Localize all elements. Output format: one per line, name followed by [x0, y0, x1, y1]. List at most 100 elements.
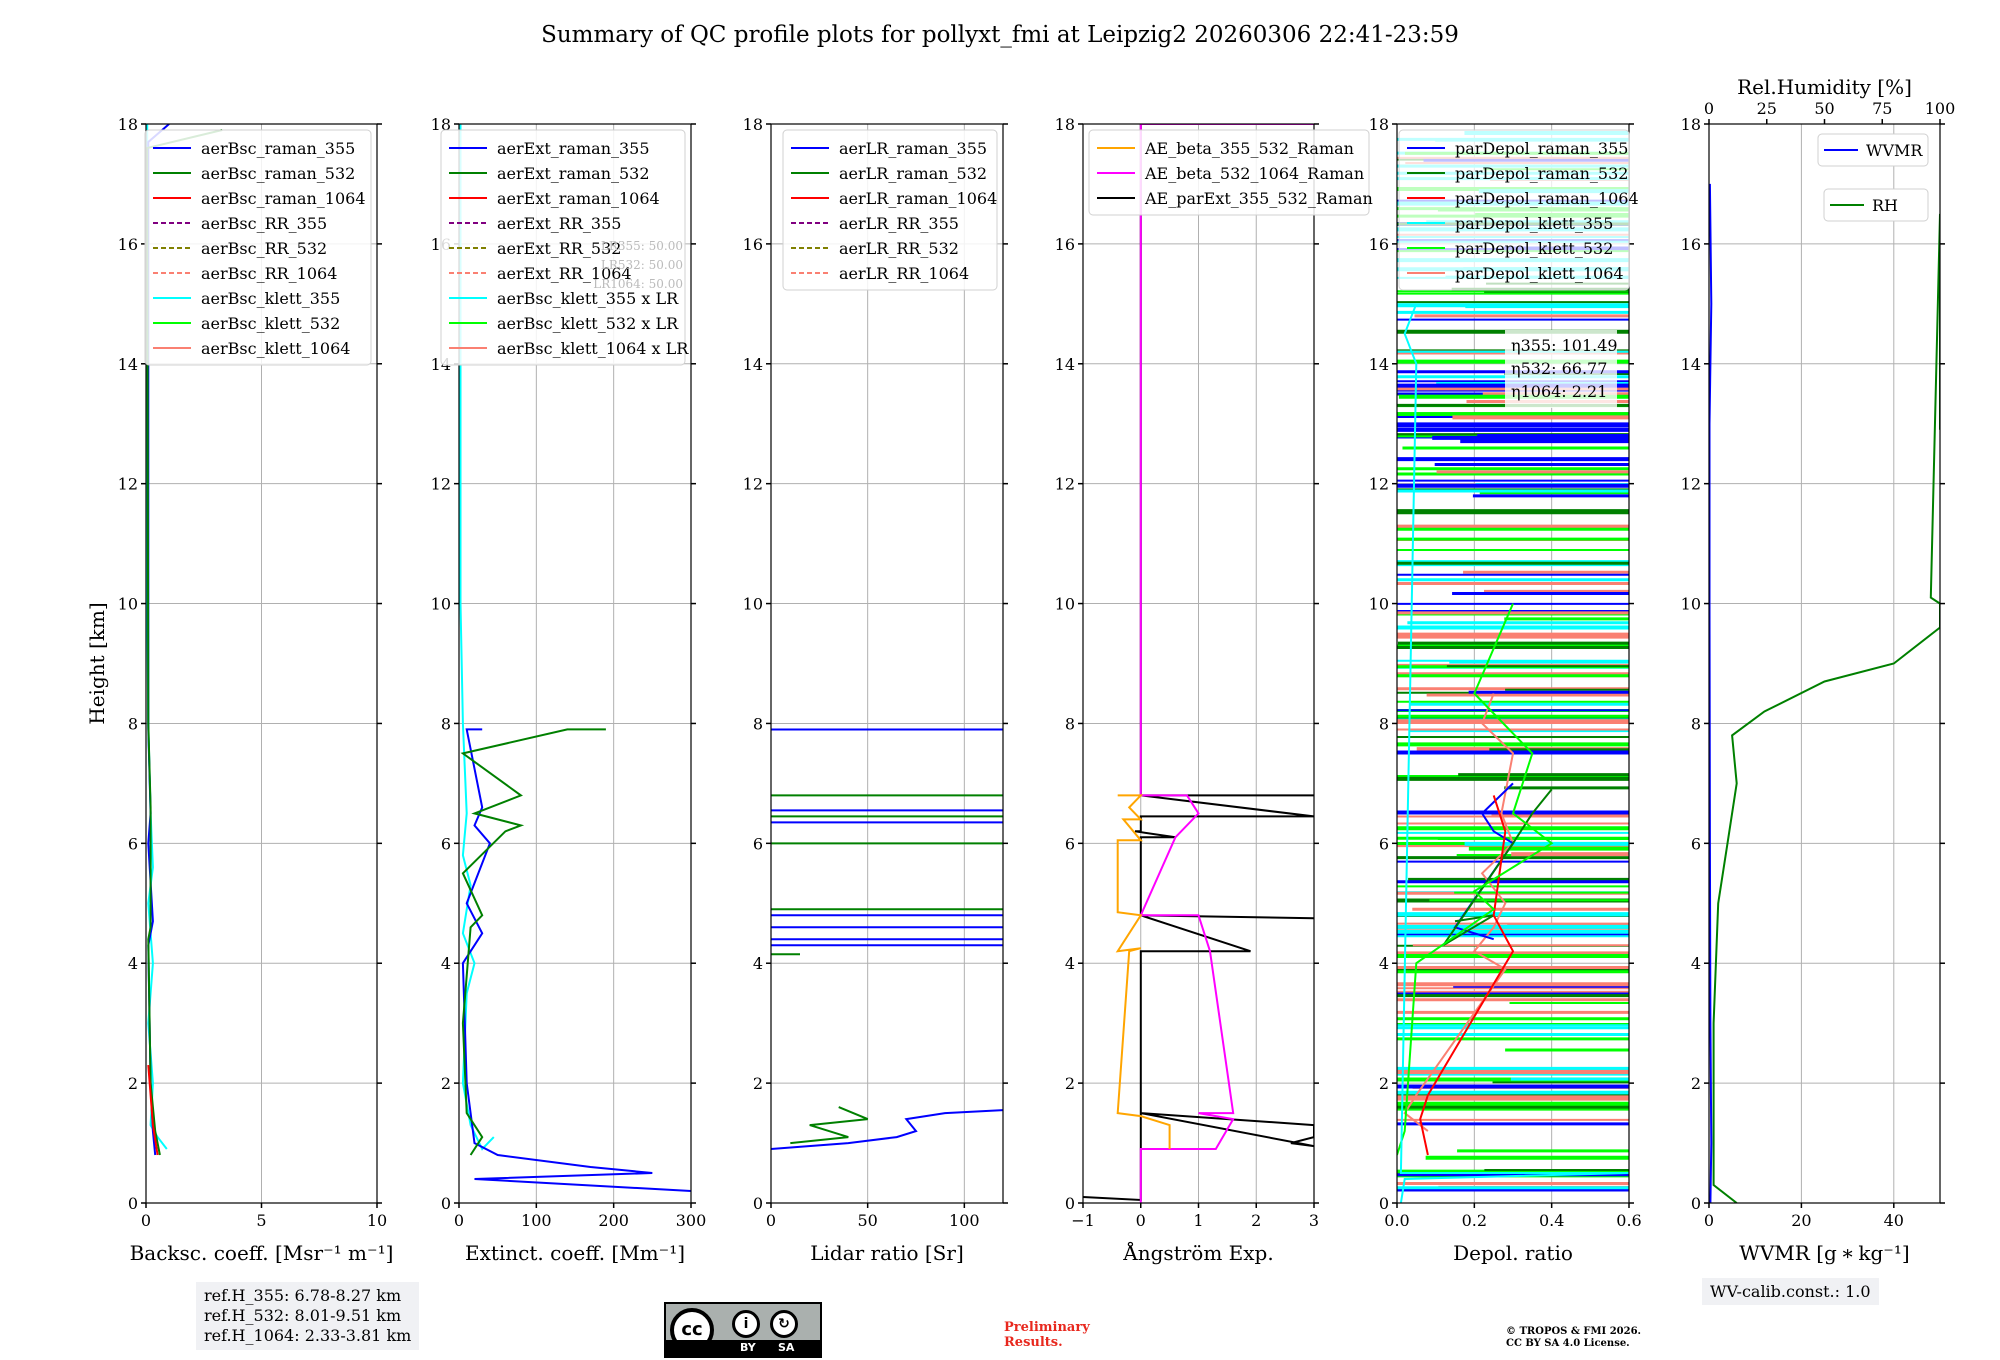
- y-tick-label: 2: [1379, 1074, 1389, 1093]
- panel-1: 0 2 4 6 8 10 12 14 16 18 0 5 10 Backsc. coeff. [Msr⁻¹…: [118, 115, 394, 1265]
- panel-3: 0 2 4 6 8 10 12 14 16 18 0 50 100 Lidar ratio [Sr] aer…: [743, 115, 1008, 1265]
- legend-label: RH: [1872, 196, 1898, 215]
- y-tick-label: 2: [1691, 1074, 1701, 1093]
- top-x-tick-label: 50: [1814, 99, 1834, 118]
- figure-title: Summary of QC profile plots for pollyxt_…: [541, 22, 1459, 48]
- x-tick-label: 20: [1791, 1211, 1811, 1230]
- y-tick-label: 12: [118, 475, 138, 494]
- legend-label: aerExt_RR_532: [497, 239, 621, 258]
- y-tick-label: 6: [1065, 834, 1075, 853]
- y-tick-label: 2: [128, 1074, 138, 1093]
- legend-label: aerExt_RR_355: [497, 214, 621, 233]
- y-tick-label: 6: [1379, 834, 1389, 853]
- ref-height-532: ref.H_532: 8.01-9.51 km: [204, 1306, 402, 1325]
- x-tick-label: 200: [598, 1211, 629, 1230]
- y-tick-label: 16: [1369, 235, 1389, 254]
- y-tick-label: 10: [1369, 595, 1389, 614]
- y-tick-label: 18: [1681, 115, 1701, 134]
- x-tick-label: 100: [949, 1211, 980, 1230]
- legend-label: aerBsc_RR_355: [201, 214, 327, 233]
- series-line: [1403, 693, 1515, 1132]
- x-axis-label: Ångström Exp.: [1122, 1240, 1273, 1265]
- x-tick-label: 100: [521, 1211, 552, 1230]
- legend-box: [1398, 129, 1630, 291]
- series-line: [1397, 603, 1554, 1156]
- y-axis-label: Height [km]: [85, 602, 109, 724]
- legend-label: aerLR_RR_1064: [839, 264, 969, 283]
- series-line: [1453, 782, 1515, 941]
- legend-box: [440, 129, 686, 366]
- cc-by-label: BY: [740, 1341, 756, 1354]
- y-tick-label: 10: [1681, 595, 1701, 614]
- y-tick-label: 6: [128, 834, 138, 853]
- wv-calibration-box: WV-calib.const.: 1.0: [1702, 1278, 1879, 1305]
- preliminary-line-2: Results.: [1004, 1335, 1063, 1350]
- top-x-tick-label: 25: [1757, 99, 1777, 118]
- y-tick-label: 10: [431, 595, 451, 614]
- legend-label: parDepol_raman_1064: [1455, 189, 1639, 208]
- top-x-tick-label: 0: [1704, 99, 1714, 118]
- y-tick-label: 14: [118, 355, 138, 374]
- x-axis-label: Extinct. coeff. [Mm⁻¹]: [465, 1241, 685, 1265]
- legend-label: aerBsc_RR_532: [201, 239, 327, 258]
- legend-label: aerBsc_klett_532: [201, 314, 340, 333]
- attribution-icon: i: [732, 1310, 760, 1338]
- series-line: [771, 1109, 1003, 1150]
- y-tick-label: 14: [743, 355, 763, 374]
- x-tick-label: 0: [1136, 1211, 1146, 1230]
- y-tick-label: 12: [743, 475, 763, 494]
- series-line: [147, 1065, 159, 1156]
- y-tick-label: 16: [1055, 235, 1075, 254]
- y-tick-label: 6: [1691, 834, 1701, 853]
- legend-box: [1088, 129, 1370, 216]
- y-tick-label: 0: [1065, 1194, 1075, 1213]
- y-tick-label: 8: [1379, 714, 1389, 733]
- panel-2: 0246810121416180100200300Extinct. coeff.…: [431, 115, 707, 1265]
- series-line: [1709, 183, 1713, 1203]
- legend-label: parDepol_raman_355: [1455, 139, 1628, 158]
- y-tick-label: 4: [441, 954, 451, 973]
- y-tick-label: 2: [753, 1074, 763, 1093]
- preliminary-line-1: Preliminary: [1004, 1320, 1090, 1335]
- legend-label: aerBsc_RR_1064: [201, 264, 337, 283]
- legend-label: aerBsc_klett_1064 x LR: [497, 339, 689, 358]
- series-line: [1139, 124, 1314, 1203]
- y-tick-label: 8: [1065, 714, 1075, 733]
- x-tick-label: 40: [1884, 1211, 1904, 1230]
- x-tick-label: 0: [766, 1211, 776, 1230]
- series-line: [1419, 795, 1515, 1156]
- y-tick-label: 4: [753, 954, 763, 973]
- ref-height-1064: ref.H_1064: 2.33-3.81 km: [204, 1326, 412, 1345]
- y-tick-label: 0: [753, 1194, 763, 1213]
- x-axis-label: WVMR [g ∗ kg⁻¹]: [1739, 1241, 1909, 1265]
- legend-label: parDepol_klett_532: [1455, 239, 1613, 258]
- data-layer: [1397, 131, 1629, 1203]
- data-layer: [1083, 124, 1314, 1203]
- y-tick-label: 10: [1055, 595, 1075, 614]
- cc-label-bar: [666, 1340, 820, 1356]
- y-tick-label: 2: [441, 1074, 451, 1093]
- eta-box: [1505, 330, 1617, 408]
- share-alike-icon: ↻: [770, 1310, 798, 1338]
- x-tick-label: 0.0: [1384, 1211, 1409, 1230]
- y-tick-label: 8: [128, 714, 138, 733]
- legend-box: [1817, 133, 1929, 167]
- series-line: [461, 728, 691, 1192]
- legend-box: [1823, 188, 1929, 222]
- y-tick-label: 4: [1379, 954, 1389, 973]
- legend-label: aerLR_raman_1064: [839, 189, 997, 208]
- axes-frame: [770, 123, 1004, 1204]
- legend-label: AE_beta_355_532_Raman: [1144, 139, 1354, 158]
- x-axis-label: Lidar ratio [Sr]: [810, 1241, 964, 1265]
- legend-label: aerLR_raman_355: [839, 139, 987, 158]
- series-line: [790, 1106, 869, 1145]
- y-tick-label: 8: [1691, 714, 1701, 733]
- legend-label: AE_beta_532_1064_Raman: [1144, 164, 1364, 183]
- legend-label: parDepol_klett_355: [1455, 214, 1613, 233]
- y-tick-label: 12: [1055, 475, 1075, 494]
- x-tick-label: 0.2: [1462, 1211, 1487, 1230]
- x-tick-label: 300: [676, 1211, 707, 1230]
- y-tick-label: 18: [431, 115, 451, 134]
